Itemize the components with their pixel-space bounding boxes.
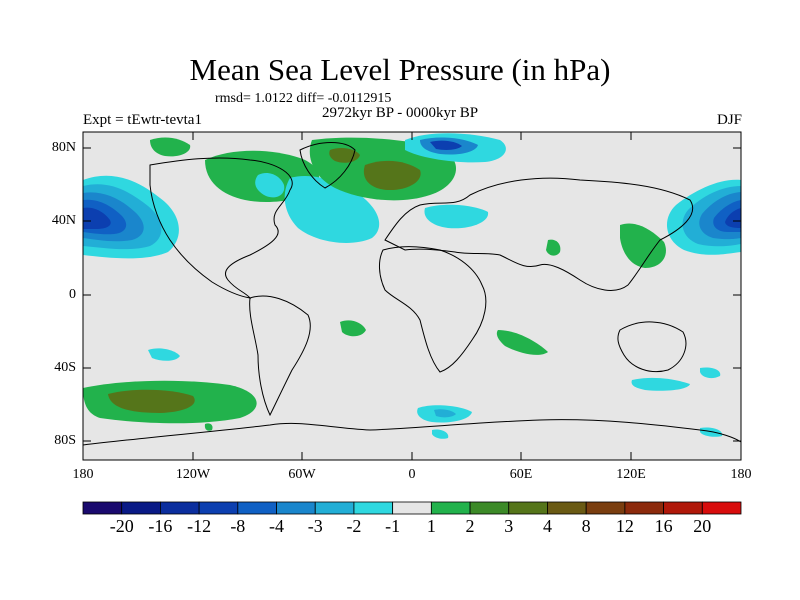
- colorbar-swatch: [624, 501, 664, 515]
- africa-coast: [379, 246, 487, 373]
- antarctica-coast: [83, 419, 741, 446]
- colorbar-swatch: [430, 501, 471, 515]
- north-atlantic-anomalies: [150, 133, 506, 243]
- southern-anomalies: [83, 320, 723, 439]
- y-tick-80s: 80S: [54, 433, 76, 448]
- colorbar-label: -4: [269, 516, 285, 536]
- y-tick-0: 0: [69, 287, 76, 302]
- x-tick-60e: 60E: [509, 467, 533, 482]
- greenland-coast: [299, 142, 356, 189]
- season-label: DJF: [716, 112, 742, 128]
- colorbar-label: -20: [109, 516, 134, 536]
- x-tick-0: 0: [408, 467, 416, 482]
- colorbar-swatch: [276, 501, 316, 515]
- colorbar: [82, 501, 742, 515]
- colorbar-label: 2: [465, 516, 475, 536]
- time-period: 2972kyr BP - 0000kyr BP: [322, 105, 479, 121]
- x-tick-180w: 180: [72, 467, 94, 482]
- experiment-label: Expt = tEwtr-tevta1: [83, 112, 202, 128]
- colorbar-swatch: [547, 501, 587, 515]
- colorbar-swatch: [701, 501, 742, 515]
- colorbar-label: 4: [542, 516, 552, 536]
- rmsd-stats: rmsd= 1.0122 diff= -0.0112915: [215, 91, 392, 106]
- colorbar-label: 20: [693, 516, 712, 536]
- colorbar-label: -12: [187, 516, 212, 536]
- x-tick-60w: 60W: [288, 467, 316, 482]
- coastlines: [83, 142, 741, 446]
- colorbar-label: -2: [346, 516, 362, 536]
- colorbar-swatch: [121, 501, 161, 515]
- colorbar-swatch: [314, 501, 355, 515]
- colorbar-swatch: [663, 501, 703, 515]
- europe-asia-coast: [384, 177, 694, 291]
- colorbar-swatch: [508, 501, 548, 515]
- colorbar-label: 1: [426, 516, 436, 536]
- y-tick-40n: 40N: [51, 213, 76, 228]
- x-tick-120e: 120E: [616, 467, 646, 482]
- y-tick-40s: 40S: [54, 360, 76, 375]
- colorbar-label: 16: [654, 516, 673, 536]
- colorbar-swatch: [353, 501, 394, 515]
- australia-coast: [617, 321, 687, 373]
- colorbar-label: -8: [230, 516, 246, 536]
- north-pacific-low-west: [83, 175, 179, 259]
- colorbar-label: -1: [385, 516, 401, 536]
- colorbar-swatch: [160, 501, 200, 515]
- colorbar-label: 12: [615, 516, 634, 536]
- colorbar-swatch: [82, 501, 123, 515]
- colorbar-swatch: [469, 501, 510, 515]
- map-title: Mean Sea Level Pressure (in hPa): [189, 52, 611, 87]
- colorbar-label: 8: [581, 516, 591, 536]
- colorbar-swatch: [585, 501, 626, 515]
- x-tick-120w: 120W: [175, 467, 211, 482]
- north-pacific-low-east: [666, 179, 741, 255]
- x-tick-180e: 180: [730, 467, 752, 482]
- colorbar-swatch: [237, 501, 277, 515]
- colorbar-swatch: [392, 501, 432, 515]
- colorbar-swatch: [198, 501, 239, 515]
- north-america-coast: [149, 157, 293, 299]
- colorbar-label: -3: [307, 516, 323, 536]
- colorbar-label: 3: [504, 516, 514, 536]
- colorbar-label: -16: [148, 516, 173, 536]
- asia-anomalies: [546, 223, 666, 268]
- y-tick-80n: 80N: [51, 140, 76, 155]
- axis-ticks: [82, 132, 742, 460]
- pressure-anomaly-fields: [83, 133, 741, 439]
- south-america-coast: [249, 295, 311, 417]
